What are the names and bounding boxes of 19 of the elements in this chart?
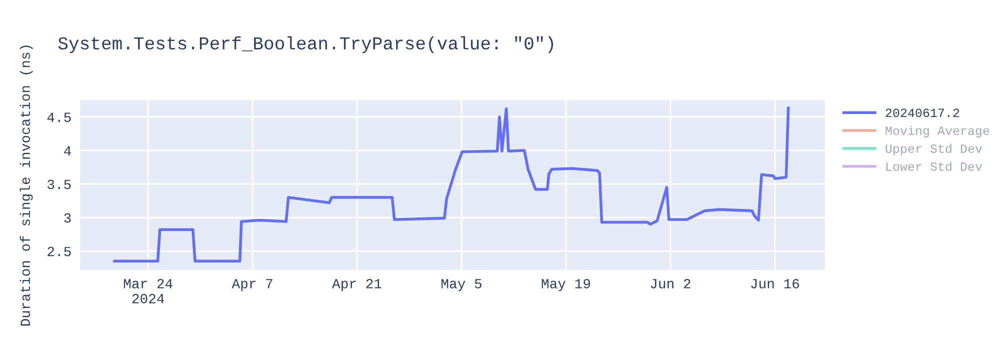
x-tick-label: Jun 16 [751,278,800,288]
x-tick-label: Apr 7 [232,279,272,292]
y-tick-label: 4.5 [47,112,71,122]
line-series [113,106,790,263]
legend-label: Lower Std Dev [886,162,982,171]
x-tick-label: Jun 2 [650,278,690,288]
x-tick-label: Mar 24 2024 [124,278,172,304]
y-tick-label: 3 [64,213,71,223]
legend-label: 20240617.2 [886,108,960,118]
x-tick-label: May 5 [442,279,482,292]
x-tick-label: May 19 [542,278,590,292]
y-axis-title: Duration of single invocation (ns) [20,46,33,326]
y-tick-label: 3.5 [48,180,71,190]
y-tick-label: 4 [64,146,71,156]
y-tick-label: 2.5 [48,246,71,256]
legend-label: Upper Std Dev [886,144,982,156]
x-tick-label: Apr 21 [332,278,382,292]
legend-label: Moving Average [886,126,990,138]
chart-title: System.Tests.Perf_Boolean.TryParse(value: "0") [58,36,554,54]
